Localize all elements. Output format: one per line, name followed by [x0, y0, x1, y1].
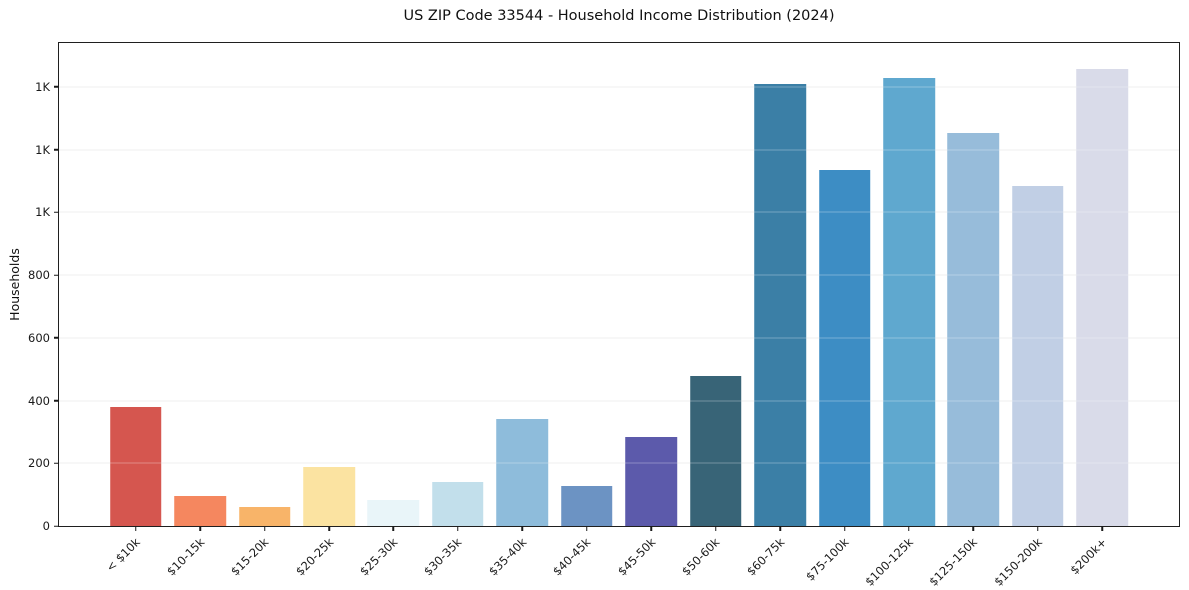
y-tick-label: 400 [28, 393, 50, 408]
gridline [59, 462, 1179, 464]
bar [625, 437, 677, 526]
gridline-overlay [59, 149, 1179, 151]
bar [689, 376, 742, 526]
bar [303, 467, 355, 526]
y-tick-label: 1K [35, 205, 50, 220]
y-tick-label: 200 [28, 456, 50, 471]
y-axis-label-container: Households [4, 42, 24, 527]
x-tick-label: $40-45k [550, 535, 594, 579]
x-tick-mark [457, 526, 459, 531]
gridline-overlay [59, 337, 1179, 339]
x-tick-mark [972, 526, 975, 531]
x-tick-label: $35-40k [485, 535, 530, 579]
bar [1076, 68, 1129, 526]
x-tick-label: $125-150k [926, 535, 981, 589]
x-tick-label: $30-35k [421, 535, 465, 579]
bar [496, 419, 549, 526]
x-tick-mark [779, 526, 781, 531]
gridline-overlay [59, 400, 1179, 402]
x-tick-label: $45-50k [614, 535, 659, 579]
x-tick-label: $25-30k [356, 535, 401, 579]
gridline [59, 274, 1179, 276]
bar [883, 77, 935, 526]
y-tick-mark [54, 462, 59, 465]
y-tick-mark [54, 211, 59, 214]
x-tick-label: $100-125k [862, 535, 916, 589]
x-tick-mark [586, 526, 588, 531]
y-tick-mark [54, 525, 59, 527]
x-tick-label: $10-15k [163, 535, 208, 579]
y-tick-label: 0 [42, 519, 50, 533]
bar [1012, 185, 1064, 526]
x-tick-mark [1101, 526, 1104, 531]
gridline [59, 211, 1179, 213]
bar [432, 481, 484, 526]
x-tick-label: $75-100k [802, 535, 852, 584]
bar [174, 496, 226, 526]
plot-area: 0 200 400 600 800 1K 1K 1K < $10k $10-15k $15-20k $… [28, 42, 1180, 589]
gridline [59, 86, 1179, 88]
bar [238, 507, 291, 526]
gridline-overlay [59, 274, 1179, 276]
gridline [59, 400, 1179, 402]
y-tick-mark [54, 399, 59, 402]
y-tick-mark [54, 274, 59, 276]
x-tick-mark [521, 526, 524, 531]
x-tick-label: $20-25k [292, 535, 336, 579]
x-tick-label: $200k+ [1067, 535, 1110, 578]
y-tick-label: 1K [35, 79, 50, 94]
bar [754, 83, 806, 526]
bar [367, 499, 420, 526]
x-tick-mark [843, 526, 846, 531]
chart-title: US ZIP Code 33544 - Household Income Dis… [403, 8, 835, 24]
x-tick-label: $60-75k [743, 535, 787, 579]
x-tick-label: $15-20k [228, 535, 272, 579]
bar [947, 133, 1000, 526]
bar [109, 406, 162, 526]
x-tick-mark [908, 526, 910, 531]
y-tick-label: 600 [28, 330, 50, 345]
x-tick-mark [134, 526, 137, 531]
x-tick-mark [263, 526, 266, 531]
y-tick-mark [54, 86, 59, 88]
gridline-overlay [59, 86, 1179, 88]
y-tick-label: 800 [28, 268, 50, 283]
x-tick-label: $50-60k [679, 535, 723, 579]
x-tick-mark [328, 526, 330, 531]
x-tick-mark [1037, 526, 1039, 531]
bar [818, 170, 871, 526]
gridline [59, 149, 1179, 151]
y-tick-mark [54, 148, 59, 151]
gridline-overlay [59, 211, 1179, 213]
y-tick-label: 1K [35, 142, 50, 157]
y-axis-label: Households [6, 248, 22, 321]
y-tick-mark [54, 337, 59, 339]
x-tick-mark [650, 526, 652, 531]
gridline-overlay [59, 462, 1179, 464]
x-tick-label: < $10k [103, 535, 143, 575]
bar [560, 486, 613, 526]
gridline [59, 337, 1179, 339]
x-tick-label: $150-200k [990, 535, 1045, 589]
x-tick-mark [392, 526, 395, 531]
x-tick-mark [199, 526, 201, 531]
x-tick-mark [714, 526, 717, 531]
